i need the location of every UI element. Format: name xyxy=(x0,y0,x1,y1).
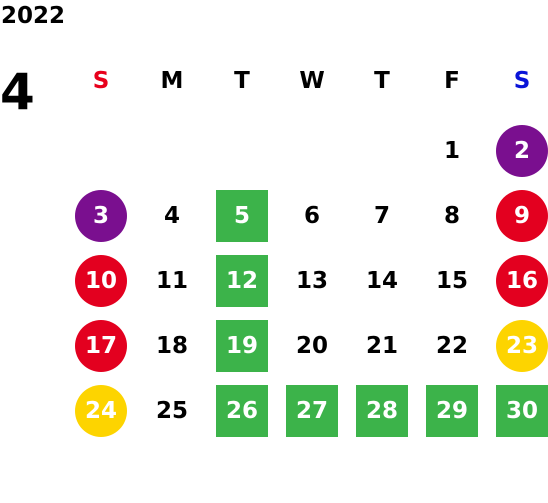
day-cell-16[interactable]: 16 xyxy=(496,255,548,307)
weekday-tue: T xyxy=(234,68,250,94)
day-cell-8[interactable]: 8 xyxy=(443,203,460,229)
weekday-sat: S xyxy=(513,68,531,94)
day-cell-7[interactable]: 7 xyxy=(373,203,390,229)
day-cell-22[interactable]: 22 xyxy=(435,333,468,359)
day-cell-14[interactable]: 14 xyxy=(365,268,398,294)
day-cell-23[interactable]: 23 xyxy=(496,320,548,372)
weekday-wed: W xyxy=(299,68,325,94)
day-cell-21[interactable]: 21 xyxy=(365,333,398,359)
day-cell-27[interactable]: 27 xyxy=(286,385,338,437)
day-cell-25[interactable]: 25 xyxy=(155,398,188,424)
calendar-year: 2022 xyxy=(1,3,66,29)
calendar-month: 4 xyxy=(0,63,35,121)
day-cell-15[interactable]: 15 xyxy=(435,268,468,294)
day-cell-20[interactable]: 20 xyxy=(295,333,328,359)
day-cell-28[interactable]: 28 xyxy=(356,385,408,437)
weekday-thu: T xyxy=(374,68,390,94)
day-cell-17[interactable]: 17 xyxy=(75,320,127,372)
day-cell-18[interactable]: 18 xyxy=(155,333,188,359)
day-cell-29[interactable]: 29 xyxy=(426,385,478,437)
day-cell-1[interactable]: 1 xyxy=(443,138,460,164)
day-cell-19[interactable]: 19 xyxy=(216,320,268,372)
day-cell-12[interactable]: 12 xyxy=(216,255,268,307)
day-cell-4[interactable]: 4 xyxy=(163,203,180,229)
day-cell-3[interactable]: 3 xyxy=(75,190,127,242)
day-cell-10[interactable]: 10 xyxy=(75,255,127,307)
day-cell-24[interactable]: 24 xyxy=(75,385,127,437)
weekday-fri: F xyxy=(444,68,460,94)
day-cell-5[interactable]: 5 xyxy=(216,190,268,242)
day-cell-11[interactable]: 11 xyxy=(155,268,188,294)
day-cell-6[interactable]: 6 xyxy=(303,203,320,229)
weekday-sun: S xyxy=(92,68,110,94)
day-cell-30[interactable]: 30 xyxy=(496,385,548,437)
day-cell-9[interactable]: 9 xyxy=(496,190,548,242)
weekday-mon: M xyxy=(160,68,184,94)
day-cell-13[interactable]: 13 xyxy=(295,268,328,294)
day-cell-2[interactable]: 2 xyxy=(496,125,548,177)
day-cell-26[interactable]: 26 xyxy=(216,385,268,437)
